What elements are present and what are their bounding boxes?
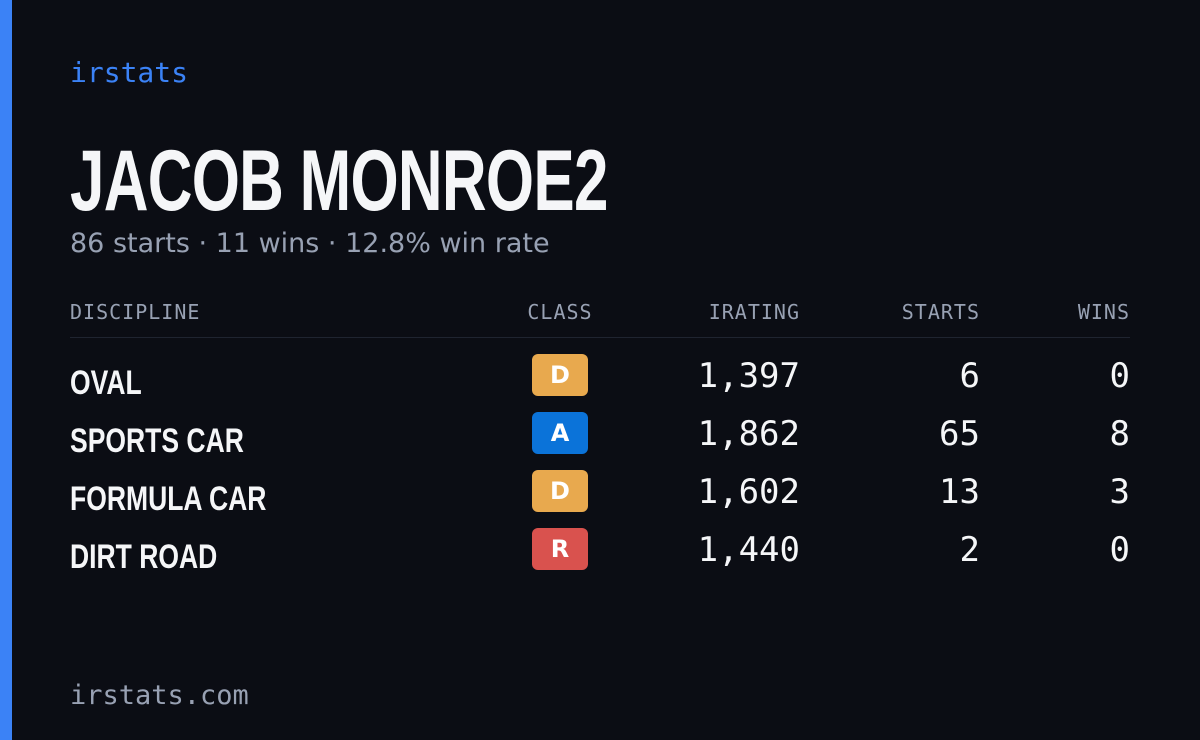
cell-value: 0 <box>1109 356 1130 396</box>
cell-value: 1,440 <box>697 530 800 570</box>
cell-value: 3 <box>1109 472 1130 512</box>
cell-value: 8 <box>1109 414 1130 454</box>
cell-value: 13 <box>939 472 980 512</box>
column-header: DISCIPLINE <box>70 300 201 324</box>
brand: irstats <box>70 56 189 89</box>
cell-value: 0 <box>1109 530 1130 570</box>
discipline: SPORTS CAR <box>70 422 244 460</box>
class-badge: A <box>532 412 588 454</box>
cell-value: 1,862 <box>697 414 800 454</box>
discipline: FORMULA CAR <box>70 480 267 518</box>
column-header: WINS <box>1077 300 1130 324</box>
column-header: STARTS <box>901 300 980 324</box>
summary: 86 starts · 11 wins · 12.8% win rate <box>70 228 550 259</box>
header-rule <box>70 337 1130 338</box>
cell-value: 2 <box>959 530 980 570</box>
accent-bar <box>0 0 12 740</box>
footer: irstats.com <box>70 680 249 711</box>
discipline: DIRT ROAD <box>70 538 218 576</box>
cell-value: 1,602 <box>697 472 800 512</box>
class-badge: D <box>532 470 588 512</box>
cell-value: 1,397 <box>697 356 800 396</box>
class-badge: R <box>532 528 588 570</box>
column-header: CLASS <box>527 300 593 324</box>
cell-value: 6 <box>959 356 980 396</box>
class-badge: D <box>532 354 588 396</box>
cell-value: 65 <box>939 414 980 454</box>
column-header: IRATING <box>708 300 800 324</box>
driver-name: JACOB MONROE2 <box>70 133 608 229</box>
discipline: OVAL <box>70 364 142 402</box>
